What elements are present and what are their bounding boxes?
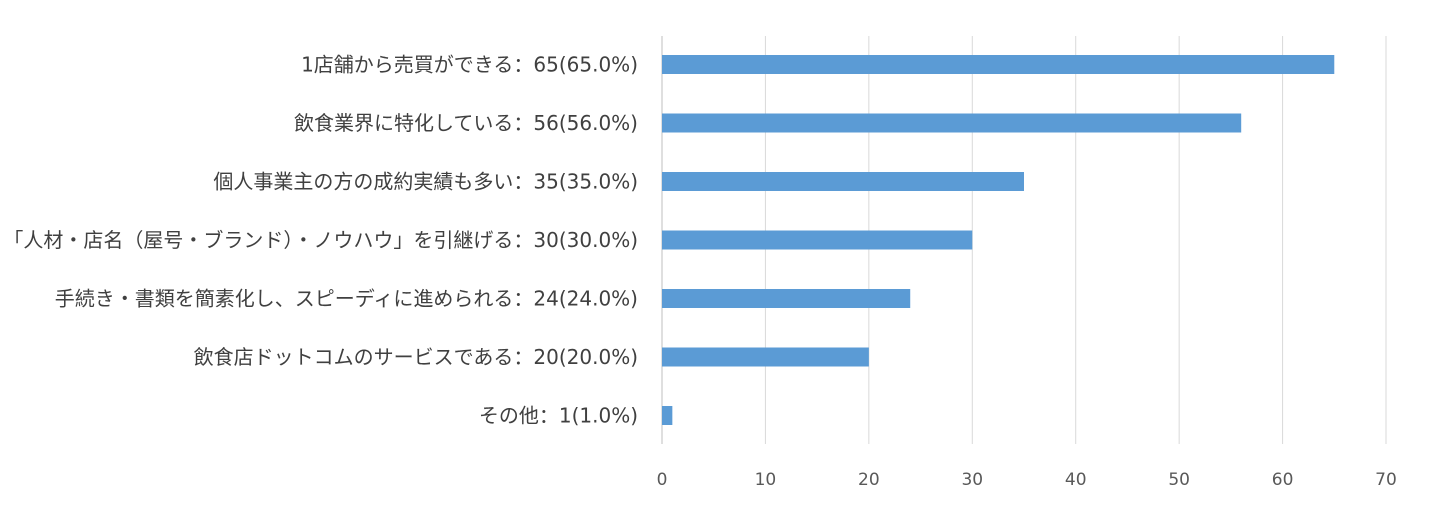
bar	[662, 113, 1242, 133]
category-label: 手続き・書類を簡素化し、スピーディに進められる：24(24.0%)	[55, 287, 638, 311]
category-label: 「人材・店名（屋号・ブランド）・ノウハウ」を引継げる：30(30.0%)	[3, 228, 638, 252]
bar	[662, 347, 869, 367]
x-tick-label: 10	[755, 470, 777, 490]
x-tick-label: 0	[657, 470, 668, 490]
x-tick-label: 40	[1065, 470, 1087, 490]
bar	[662, 230, 973, 250]
category-label: 飲食業界に特化している：56(56.0%)	[294, 111, 638, 135]
x-axis-ticks: 0 10 20 30 40 50 60 70	[657, 470, 1397, 490]
x-tick-label: 20	[858, 470, 880, 490]
bar	[662, 55, 1335, 74]
x-tick-label: 60	[1272, 470, 1294, 490]
bar	[662, 406, 673, 425]
bar	[662, 172, 1024, 191]
x-tick-label: 70	[1375, 470, 1397, 490]
x-tick-label: 50	[1168, 470, 1190, 490]
category-label: 飲食店ドットコムのサービスである：20(20.0%)	[194, 345, 638, 369]
category-labels: 1店舗から売買ができる：65(65.0%) 飲食業界に特化している：56(56.0…	[3, 53, 638, 428]
bar	[662, 289, 911, 308]
category-label: その他：1(1.0%)	[479, 404, 638, 428]
category-label: 個人事業主の方の成約実績も多い：35(35.0%)	[213, 170, 638, 194]
x-tick-label: 30	[961, 470, 983, 490]
category-label: 1店舗から売買ができる：65(65.0%)	[301, 53, 638, 77]
bars	[662, 55, 1335, 425]
